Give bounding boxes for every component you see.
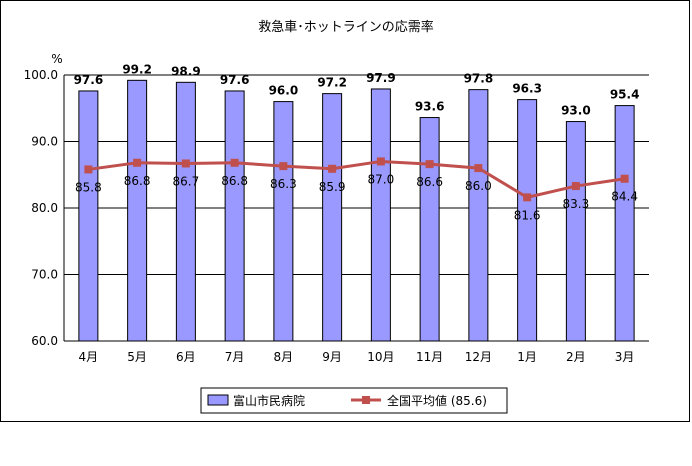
y-tick-label: 80.0 bbox=[31, 201, 58, 215]
line-value-label: 86.0 bbox=[465, 179, 492, 193]
bar bbox=[370, 88, 391, 342]
chart-frame: 救急車･ホットラインの応需率 % 60.0 70.0 80.0 90.0 100.0 97… bbox=[0, 0, 690, 422]
x-tick-label: 12月 bbox=[465, 350, 492, 364]
bar bbox=[127, 79, 148, 342]
bar bbox=[78, 90, 99, 342]
y-axis-unit: % bbox=[51, 52, 62, 66]
line-marker bbox=[181, 159, 190, 168]
x-tick-label: 9月 bbox=[322, 350, 342, 364]
line-marker bbox=[425, 160, 434, 169]
line-marker bbox=[523, 193, 532, 202]
bar-value-label: 95.4 bbox=[610, 88, 640, 102]
x-tick-label: 5月 bbox=[127, 350, 147, 364]
line-marker bbox=[328, 164, 337, 173]
x-tick-label: 11月 bbox=[416, 350, 443, 364]
line-marker bbox=[230, 158, 239, 167]
legend-swatch-bar bbox=[207, 394, 229, 406]
legend-box bbox=[200, 387, 508, 414]
plot-area: 60.0 70.0 80.0 90.0 100.0 97.6 99.2 98.9 97.6 96.… bbox=[24, 62, 649, 364]
legend: 富山市民病院 全国平均値 (85.6) bbox=[200, 387, 508, 414]
y-tick-label: 90.0 bbox=[31, 135, 58, 149]
legend-swatch-marker bbox=[362, 396, 370, 404]
bar bbox=[517, 99, 538, 342]
x-tick-label: 6月 bbox=[176, 350, 196, 364]
x-tick-label: 7月 bbox=[225, 350, 245, 364]
y-tick-label: 60.0 bbox=[31, 334, 58, 348]
line-marker bbox=[571, 182, 580, 191]
line-marker bbox=[133, 158, 142, 167]
bar-value-label: 97.8 bbox=[464, 72, 494, 86]
line-marker bbox=[620, 174, 629, 183]
x-tick-label: 8月 bbox=[274, 350, 294, 364]
line-value-label: 86.8 bbox=[221, 174, 248, 188]
bar-value-label: 97.6 bbox=[74, 73, 104, 87]
bar bbox=[224, 90, 245, 342]
legend-label-line: 全国平均値 (85.6) bbox=[387, 393, 487, 408]
bar bbox=[419, 117, 440, 342]
line-value-label: 85.8 bbox=[75, 180, 102, 194]
bar bbox=[322, 93, 343, 342]
y-tick-label: 100.0 bbox=[24, 68, 58, 82]
bar-value-label: 97.2 bbox=[317, 76, 347, 90]
line-value-label: 84.4 bbox=[611, 190, 638, 204]
bar-value-label: 97.9 bbox=[366, 71, 396, 85]
bar bbox=[565, 121, 586, 342]
line-marker bbox=[84, 165, 93, 174]
bar-value-label: 99.2 bbox=[122, 62, 152, 76]
x-tick-label: 4月 bbox=[79, 350, 99, 364]
line-value-label: 81.6 bbox=[514, 208, 541, 222]
bar bbox=[273, 101, 294, 342]
line-marker bbox=[279, 162, 288, 171]
chart-svg: 救急車･ホットラインの応需率 % 60.0 70.0 80.0 90.0 100.0 97… bbox=[24, 19, 649, 414]
line-value-label: 86.7 bbox=[173, 174, 200, 188]
line-marker bbox=[376, 157, 385, 166]
bar bbox=[175, 81, 196, 342]
x-tick-label: 2月 bbox=[566, 350, 586, 364]
line-value-label: 83.3 bbox=[563, 197, 590, 211]
bar-value-label: 93.6 bbox=[415, 100, 445, 114]
legend-label-bar: 富山市民病院 bbox=[233, 393, 305, 408]
bar-value-label: 93.0 bbox=[561, 104, 591, 118]
y-tick-label: 70.0 bbox=[31, 268, 58, 282]
line-value-label: 85.9 bbox=[319, 180, 346, 194]
line-series bbox=[88, 159, 625, 199]
bar bbox=[468, 89, 489, 342]
line-value-label: 86.8 bbox=[124, 174, 151, 188]
x-tick-label: 10月 bbox=[367, 350, 394, 364]
bar-value-label: 98.9 bbox=[171, 64, 201, 78]
x-tick-label: 3月 bbox=[615, 350, 635, 364]
line-value-label: 87.0 bbox=[368, 172, 395, 186]
line-marker bbox=[474, 164, 483, 173]
x-tick-label: 1月 bbox=[517, 350, 537, 364]
line-value-label: 86.3 bbox=[270, 177, 297, 191]
line-value-label: 86.6 bbox=[416, 175, 443, 189]
chart-title: 救急車･ホットラインの応需率 bbox=[258, 19, 434, 35]
bar-value-label: 97.6 bbox=[220, 73, 250, 87]
bar-value-label: 96.3 bbox=[512, 82, 542, 96]
bar bbox=[614, 105, 635, 342]
bar-value-label: 96.0 bbox=[269, 84, 299, 98]
